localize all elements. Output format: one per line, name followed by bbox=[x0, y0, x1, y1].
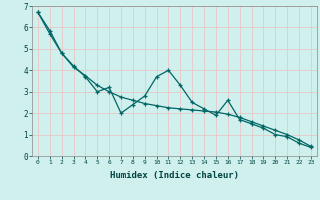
X-axis label: Humidex (Indice chaleur): Humidex (Indice chaleur) bbox=[110, 171, 239, 180]
